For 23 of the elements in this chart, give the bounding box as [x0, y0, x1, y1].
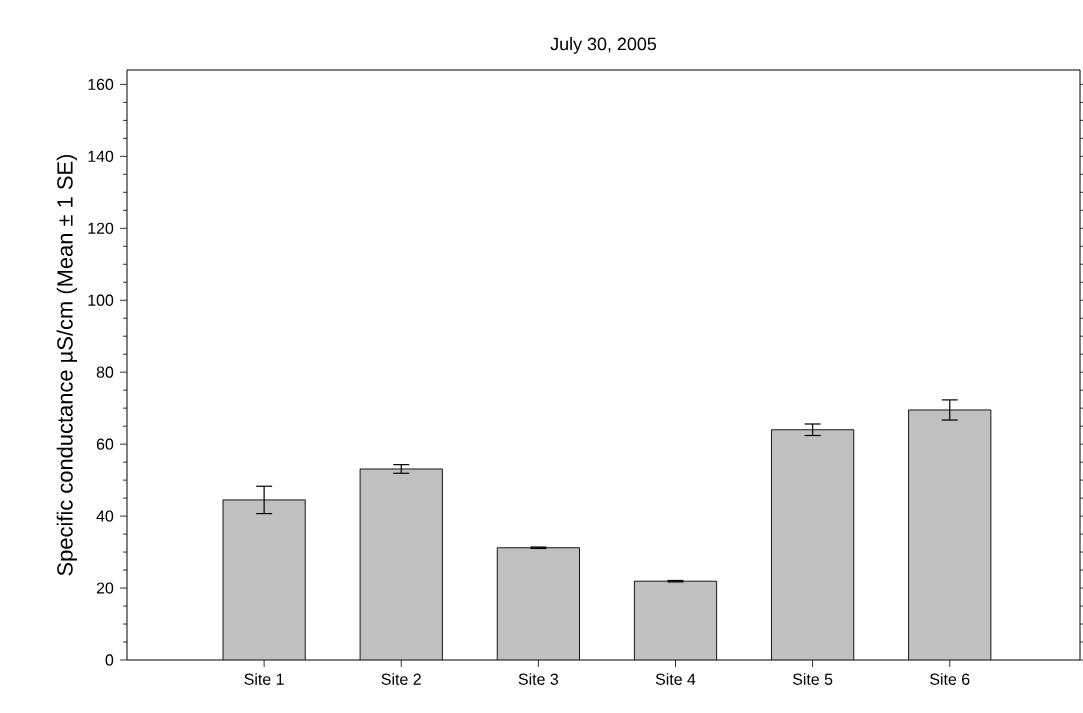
x-tick-label: Site 3 [518, 673, 559, 685]
y-tick-label: 40 [96, 510, 114, 522]
y-tick-label: 100 [88, 294, 114, 306]
y-axis-title: Specific conductance µS/cm (Mean ± 1 SE) [56, 154, 78, 576]
chart-title: July 30, 2005 [550, 37, 657, 54]
x-tick-label: Site 4 [655, 673, 696, 685]
x-tick-label: Site 6 [930, 673, 970, 685]
bar [771, 429, 855, 660]
x-tick-label: Site 2 [381, 673, 421, 685]
y-tick-label: 120 [88, 222, 114, 234]
y-tick-label: 0 [105, 654, 114, 666]
y-tick-label: 80 [96, 366, 114, 378]
bar [633, 580, 718, 660]
y-tick-label: 140 [88, 150, 114, 162]
x-tick-label: Site 5 [792, 673, 833, 685]
y-tick-label: 20 [96, 582, 114, 594]
bar [222, 499, 306, 660]
y-tick-label: 60 [96, 438, 114, 450]
bar [496, 547, 580, 660]
bar [359, 468, 443, 660]
x-tick-label: Site 1 [244, 673, 284, 685]
y-tick-label: 160 [88, 78, 114, 91]
bar [908, 409, 992, 660]
